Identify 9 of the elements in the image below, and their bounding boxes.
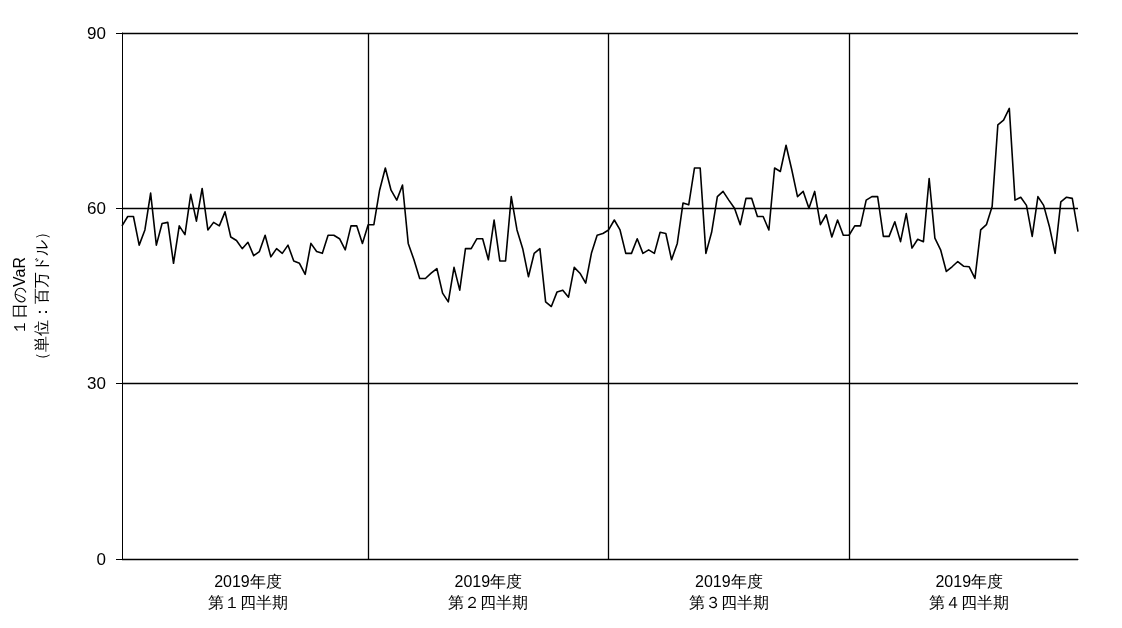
y-tick-label: 90 xyxy=(87,23,106,43)
x-tick-label: 2019年度第４四半期 xyxy=(929,573,1010,611)
y-tick-label: 30 xyxy=(87,374,106,394)
x-tick-label: 2019年度第３四半期 xyxy=(688,573,769,611)
y-tick-label: 0 xyxy=(96,549,106,569)
y-tick-label: 60 xyxy=(87,198,106,218)
y-axis-title: １日のVaR （単位：百万ドル） xyxy=(10,224,50,368)
x-tick-label: 2019年度第２四半期 xyxy=(448,573,529,611)
x-tick-label: 2019年度第１四半期 xyxy=(207,573,288,611)
